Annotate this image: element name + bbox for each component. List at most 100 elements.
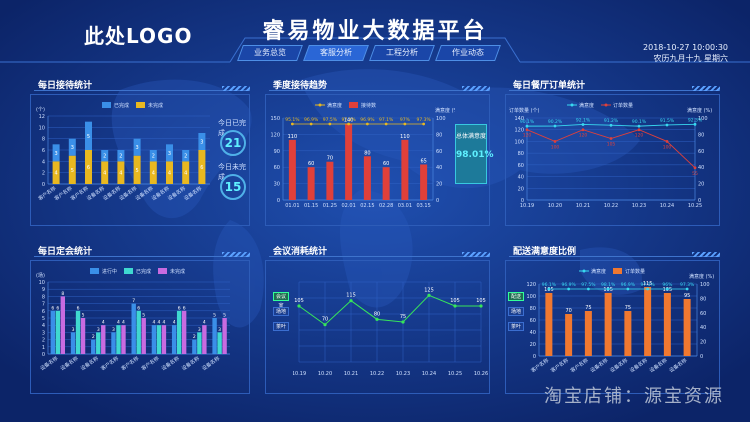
tab-customer-analysis[interactable]: 客服分析 <box>303 45 369 61</box>
x-tick-label: 03.01 <box>398 203 412 209</box>
point-satisfaction <box>626 287 630 291</box>
data-label: 2 <box>119 154 122 160</box>
point-consumption <box>453 304 457 308</box>
point-consumption <box>297 304 301 308</box>
data-label: 75 <box>400 314 406 320</box>
x-tick-label: 10.23 <box>396 371 410 377</box>
bar-undone <box>60 296 66 354</box>
x-tick-label: 10.19 <box>520 203 534 209</box>
data-label: 96.1% <box>542 282 557 288</box>
data-label: 92.1% <box>576 117 591 123</box>
tab-engineering-analysis[interactable]: 工程分析 <box>369 45 435 61</box>
y-tick-label: 0 <box>277 198 280 204</box>
x-tick-label: 设备名称 <box>79 355 99 372</box>
data-label: 2 <box>92 334 95 340</box>
point-consumption <box>323 323 327 327</box>
data-label: 60 <box>383 161 389 167</box>
bar-done <box>198 133 206 150</box>
data-label: 105 <box>476 298 486 304</box>
bar-reception <box>363 156 371 200</box>
y-tick-label: 0 <box>533 354 536 360</box>
x-tick-label: 设备名称 <box>59 355 79 372</box>
point-consumption <box>401 320 405 324</box>
venue-button[interactable]: 场地 <box>273 307 289 316</box>
tea-button[interactable]: 茶叶 <box>273 322 289 331</box>
venue-button[interactable]: 场地 <box>508 307 524 316</box>
data-label: 3 <box>218 327 221 333</box>
tea-button[interactable]: 茶叶 <box>508 322 524 331</box>
x-tick-label: 10.21 <box>344 371 358 377</box>
legend-label: 订单数量 <box>613 102 633 109</box>
panel-title: 季度接待趋势 <box>273 81 328 91</box>
bar-undone <box>52 161 60 184</box>
tab-business-overview[interactable]: 业务总览 <box>237 45 303 61</box>
legend-label: 满意度 <box>579 102 594 109</box>
data-label: 97.1% <box>379 117 394 123</box>
y-axis-label: (场) <box>36 272 45 279</box>
bar-undone <box>85 150 92 184</box>
point-orders <box>637 128 641 132</box>
data-label: 4 <box>203 320 206 326</box>
delivery-button[interactable]: 配送 <box>508 292 524 301</box>
legend-swatch <box>102 102 111 108</box>
y-tick-label: 5 <box>42 316 45 322</box>
y-tick-label: 100 <box>526 294 536 300</box>
point-satisfaction <box>665 123 669 127</box>
bar-done <box>101 150 109 162</box>
y2-tick-label: 60 <box>436 149 442 155</box>
point-satisfaction <box>567 287 571 291</box>
x-tick-label: 10.22 <box>370 371 384 377</box>
data-label: 97% <box>400 117 411 123</box>
data-label: 95.1% <box>285 117 300 123</box>
point-satisfaction <box>637 124 641 128</box>
y2-tick-label: 100 <box>698 116 708 122</box>
x-tick-label: 客户名称 <box>140 355 160 372</box>
x-tick-label: 设备名称 <box>183 185 203 202</box>
x-tick-label: 设备名称 <box>628 357 648 374</box>
data-label: 97.3% <box>416 117 431 123</box>
bar-done <box>182 150 190 162</box>
data-label: 92.3% <box>688 117 703 123</box>
x-tick-label: 设备名称 <box>648 357 668 374</box>
point-satisfaction <box>403 122 407 126</box>
y2-tick-label: 60 <box>700 311 706 317</box>
meeting-room-button[interactable]: 会议室 <box>273 292 289 309</box>
y2-tick-label: 80 <box>698 132 704 138</box>
bar-reception <box>307 167 315 200</box>
legend-swatch-dot <box>318 103 322 107</box>
x-tick-label: 10.23 <box>632 203 646 209</box>
y2-tick-label: 0 <box>436 198 439 204</box>
y-tick-label: 140 <box>514 116 524 122</box>
data-label: 5 <box>142 313 145 319</box>
y-tick-label: 60 <box>518 163 524 169</box>
data-label: 80 <box>374 311 380 317</box>
y2-tick-label: 100 <box>700 282 710 288</box>
data-label: 91.5% <box>660 118 675 124</box>
bar-orders <box>683 299 691 356</box>
panel-quarter-trend: 季度接待趋势 0 30 60 90 120 150 0 20 40 60 80 100 满意度 (%) 满… <box>265 78 494 226</box>
datetime: 2018-10-27 10:00:30 农历九月十九 星期六 <box>643 42 728 64</box>
bar-done <box>149 150 157 162</box>
y-tick-label: 80 <box>530 306 536 312</box>
data-label: 3 <box>168 151 171 157</box>
data-label: 3 <box>71 145 74 151</box>
y-tick-label: 150 <box>270 116 280 122</box>
point-satisfaction <box>646 287 650 291</box>
bar-done <box>197 332 202 354</box>
y-tick-label: 120 <box>270 132 280 138</box>
bar-done <box>55 310 61 354</box>
satisfaction-label: 总体满意度 <box>456 133 487 140</box>
point-satisfaction <box>606 287 610 291</box>
y2-axis-label: 满意度 (%) <box>689 273 714 280</box>
watermark: 淘宝店铺：源宝资源 <box>544 386 724 407</box>
tab-operation-dynamics[interactable]: 作业动态 <box>435 45 501 61</box>
panel-restaurant-orders: 每日餐厅订单统计 0 20 40 60 80 100 120 140 0 20 40 60 80 100 订… <box>505 78 720 226</box>
point-orders <box>553 140 557 143</box>
bar-done <box>136 310 141 354</box>
point-satisfaction <box>581 123 585 126</box>
point-satisfaction <box>525 124 529 128</box>
y-tick-label: 80 <box>518 151 524 157</box>
bar-done <box>117 150 125 162</box>
data-label: 4 <box>103 171 106 177</box>
